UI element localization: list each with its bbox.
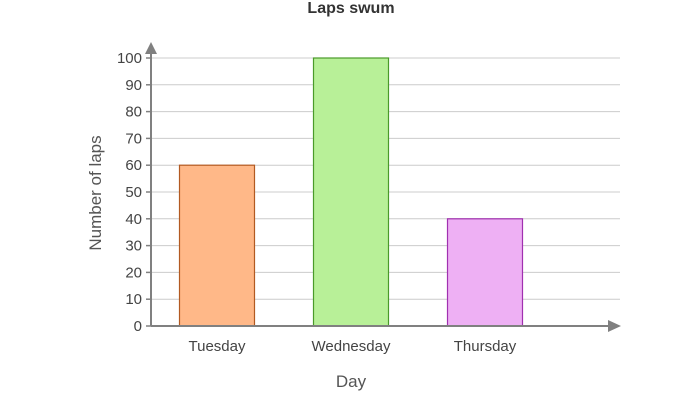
y-tick-label: 40	[125, 211, 142, 228]
y-tick-label: 90	[125, 77, 142, 94]
x-tick-labels: Tuesday Wednesday Thursday	[189, 338, 517, 355]
bar-thursday	[446, 218, 524, 327]
axes	[145, 42, 621, 332]
x-tick-label: Wednesday	[312, 338, 391, 355]
y-tick-label: 70	[125, 130, 142, 147]
bar-tuesday	[178, 164, 256, 327]
x-axis-label: Day	[336, 372, 367, 391]
y-tick-label: 50	[125, 184, 142, 201]
y-tick-label: 0	[134, 318, 142, 335]
bar-wednesday	[312, 57, 390, 327]
x-tick-label: Tuesday	[189, 338, 246, 355]
x-tick-label: Thursday	[454, 338, 517, 355]
y-tick-label: 100	[117, 50, 142, 67]
y-tick-label: 30	[125, 238, 142, 255]
x-axis-arrow	[608, 320, 621, 332]
y-tick-label: 10	[125, 291, 142, 308]
y-tick-label: 80	[125, 104, 142, 121]
y-tick-label: 60	[125, 157, 142, 174]
y-tick-label: 20	[125, 264, 142, 281]
chart-title: Laps swum	[307, 0, 394, 17]
y-tick-labels: 0 10 20 30 40 50 60 70 80 90 100	[117, 50, 142, 335]
y-axis-arrow	[145, 42, 157, 54]
y-axis-label: Number of laps	[86, 135, 105, 250]
